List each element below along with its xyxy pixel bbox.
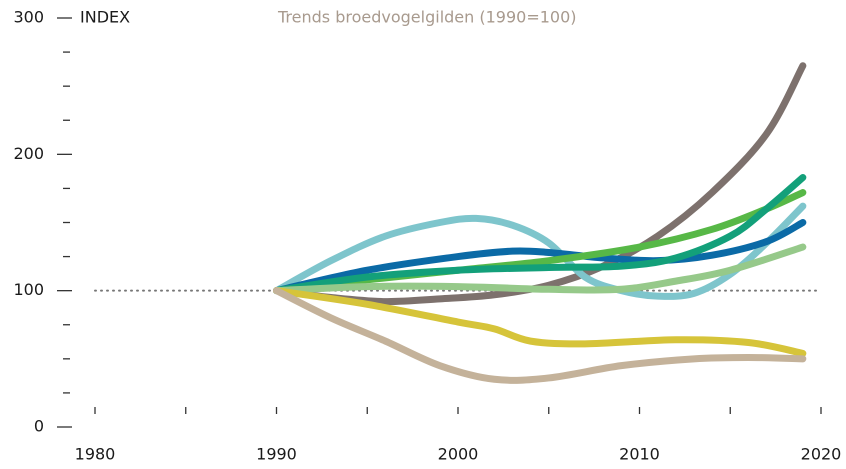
line-series [273,243,807,295]
x-tick-label: 1990 [256,445,297,464]
line-series [273,287,807,357]
y-tick-label: 300 [13,8,44,27]
chart-title: Trends broedvogelgilden (1990=100) [277,8,577,27]
y-tick-label: 100 [13,280,44,299]
line-series [273,174,807,295]
x-tick-label: 2000 [438,445,479,464]
x-tick-label: 2020 [801,445,842,464]
x-tick-label: 2010 [619,445,660,464]
line-series [273,287,807,384]
y-tick-label: 0 [34,417,44,436]
y-tick-label: 200 [13,144,44,163]
y-axis-label: INDEX [80,8,130,27]
line-series [273,219,807,295]
line-series [273,62,807,306]
x-tick-label: 1980 [75,445,116,464]
